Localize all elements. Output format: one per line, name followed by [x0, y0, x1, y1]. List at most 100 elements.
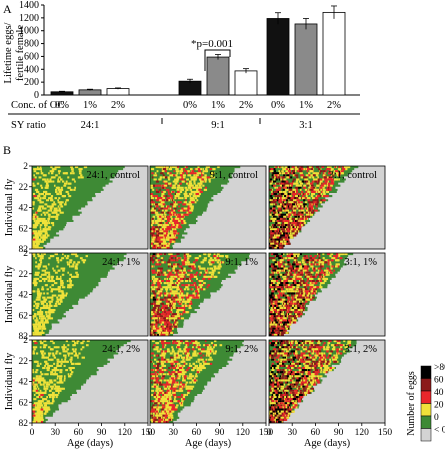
egg-cell: [217, 267, 220, 270]
egg-cell: [166, 327, 170, 330]
egg-cell: [159, 242, 162, 245]
egg-cell: [315, 279, 319, 283]
egg-cell: [311, 279, 315, 283]
egg-cell: [282, 188, 285, 191]
egg-cell: [338, 174, 341, 177]
egg-cell: [208, 259, 212, 262]
egg-cell: [32, 331, 35, 334]
egg-cell: [61, 253, 64, 256]
egg-cell: [320, 263, 323, 266]
egg-cell: [310, 205, 314, 208]
egg-cell: [45, 304, 48, 307]
egg-cell: [219, 265, 222, 268]
egg-cell: [199, 286, 203, 289]
egg-cell: [165, 166, 169, 169]
egg-cell: [159, 222, 163, 225]
egg-cell: [178, 306, 182, 310]
egg-cell: [205, 275, 209, 278]
egg-cell: [151, 271, 154, 274]
egg-cell: [178, 302, 182, 305]
egg-cell: [36, 217, 40, 220]
egg-cell: [162, 244, 166, 247]
egg-cell: [152, 215, 155, 218]
egg-cell: [288, 290, 291, 293]
egg-cell: [307, 201, 311, 204]
egg-cell: [271, 286, 274, 289]
egg-cell: [195, 174, 199, 177]
egg-cell: [273, 244, 276, 247]
egg-cell: [154, 313, 158, 316]
egg-cell: [171, 319, 174, 322]
egg-cell: [300, 166, 304, 169]
egg-cell: [287, 267, 291, 270]
egg-cell: [150, 286, 153, 289]
group-label: 24:1: [81, 120, 100, 131]
egg-cell: [272, 259, 276, 262]
egg-cell: [159, 234, 161, 237]
egg-cell: [39, 201, 42, 204]
egg-cell: [174, 273, 178, 276]
egg-cell: [171, 209, 176, 212]
egg-cell: [213, 257, 217, 260]
egg-cell: [312, 176, 315, 179]
egg-cell: [186, 178, 190, 181]
egg-cell: [165, 302, 170, 305]
egg-cell: [292, 217, 295, 220]
egg-cell: [307, 190, 311, 193]
egg-cell: [287, 197, 291, 200]
egg-cell: [275, 188, 278, 191]
y-tick-label: 800: [24, 39, 39, 50]
egg-cell: [316, 201, 319, 204]
egg-cell: [174, 203, 178, 206]
egg-cell: [45, 313, 48, 316]
egg-cell: [198, 284, 201, 287]
egg-cell: [32, 315, 36, 318]
egg-cell: [152, 315, 155, 318]
egg-cell: [42, 197, 44, 200]
egg-cell: [194, 197, 198, 200]
egg-cell: [168, 238, 172, 241]
egg-cell: [295, 263, 300, 266]
egg-cell: [167, 298, 171, 301]
panel-title: 24:1, 1%: [102, 257, 140, 268]
egg-cell: [195, 286, 198, 289]
egg-cell: [53, 184, 56, 187]
egg-cell: [152, 327, 156, 330]
egg-cell: [276, 263, 281, 266]
egg-cell: [159, 213, 163, 216]
egg-cell: [298, 228, 301, 231]
egg-cell: [172, 300, 176, 303]
egg-cell: [276, 176, 280, 179]
egg-cell: [155, 325, 158, 328]
egg-cells: [150, 253, 229, 336]
egg-cell: [160, 234, 164, 237]
egg-cell: [33, 236, 37, 239]
egg-cell: [277, 172, 280, 175]
egg-cell: [157, 246, 161, 249]
egg-cell: [171, 327, 174, 330]
egg-cell: [164, 273, 168, 276]
egg-cell: [56, 298, 60, 301]
egg-cell: [187, 294, 190, 297]
egg-cell: [158, 232, 161, 235]
egg-cell: [198, 186, 203, 189]
egg-cell: [309, 279, 312, 283]
egg-cell: [288, 201, 291, 204]
egg-cell: [56, 275, 59, 278]
egg-cell: [163, 180, 166, 183]
egg-cell: [302, 282, 306, 285]
egg-cell: [57, 170, 61, 173]
egg-cell: [304, 269, 307, 272]
egg-cell: [285, 180, 289, 183]
egg-cell: [303, 203, 307, 206]
egg-cell: [150, 323, 153, 326]
egg-cell: [46, 296, 50, 299]
egg-cell: [34, 331, 37, 334]
egg-cell: [151, 184, 155, 187]
egg-cell: [59, 188, 62, 191]
egg-cell: [192, 263, 195, 266]
egg-cell: [206, 286, 209, 289]
egg-cell: [292, 188, 296, 191]
egg-cell: [163, 203, 166, 206]
